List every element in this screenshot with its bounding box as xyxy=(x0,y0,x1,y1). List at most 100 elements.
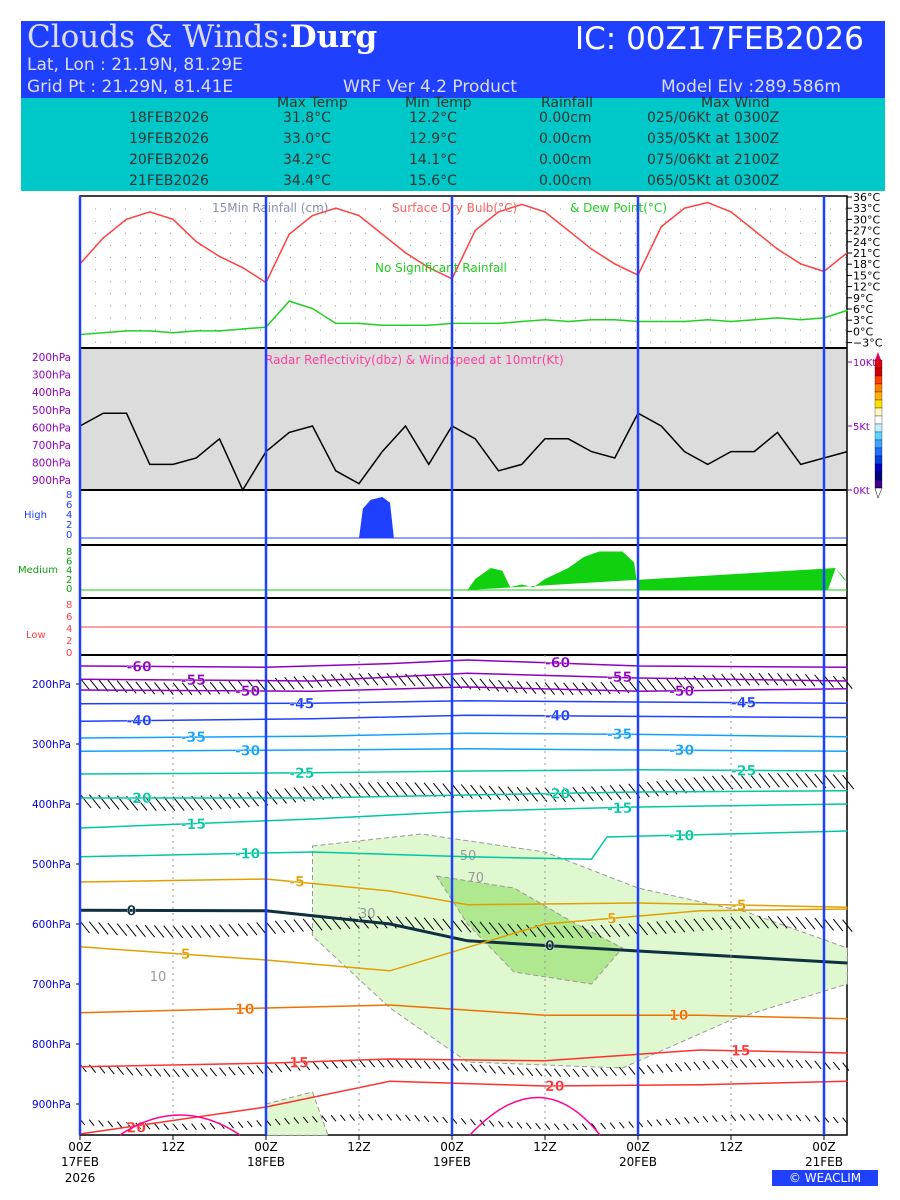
wind-barb xyxy=(842,919,853,933)
colorbar-swatch xyxy=(874,375,883,385)
wind-barb xyxy=(572,682,583,696)
wind-barb xyxy=(842,1117,848,1125)
dewpoint-point xyxy=(311,307,314,310)
wind-barb xyxy=(163,925,174,938)
wind-barb xyxy=(777,916,788,929)
wind-barb xyxy=(637,782,650,798)
row-value: 14.1°C xyxy=(409,152,457,168)
x-day-label: 19FEB xyxy=(433,1155,471,1169)
wind-barb xyxy=(702,1060,710,1070)
radar-left-label: 800hPa xyxy=(32,458,71,470)
wind-barb xyxy=(749,1113,755,1121)
drybulb-point xyxy=(730,211,732,213)
high-tick-label: 2 xyxy=(66,520,72,531)
row-value: 035/05Kt at 1300Z xyxy=(647,131,780,147)
row-value: 0.00cm xyxy=(539,131,592,147)
wind-barb xyxy=(563,787,576,802)
wind-barb xyxy=(200,1068,208,1077)
drybulb-point xyxy=(334,207,337,209)
isotherm-label: -5 xyxy=(731,898,747,914)
wind-barb xyxy=(163,1068,171,1077)
wind-barb xyxy=(739,1059,748,1068)
wind-barb xyxy=(805,1060,813,1069)
wind-barb xyxy=(88,921,100,935)
dewpoint-point xyxy=(730,320,732,323)
wind-barb xyxy=(619,1066,627,1076)
wind-barb xyxy=(535,1067,543,1077)
colorbar-swatch xyxy=(874,463,883,473)
high-label: High xyxy=(24,510,47,521)
wind-barb xyxy=(312,917,323,931)
wind-barb xyxy=(79,677,90,691)
col-max-temp: Max Temp xyxy=(277,95,348,111)
wind-barb xyxy=(219,924,230,938)
wind-barb xyxy=(237,1121,244,1128)
wind-barb xyxy=(116,923,128,937)
isotherm-label: -50 xyxy=(669,684,695,700)
isotherm-label: -40 xyxy=(127,714,153,730)
isotherm-line xyxy=(79,908,848,965)
wind-barb xyxy=(209,1067,217,1077)
dewpoint-point xyxy=(567,320,570,323)
wind-barb xyxy=(665,1118,672,1126)
isotherm-label: -15 xyxy=(181,817,206,833)
wind-barb xyxy=(405,1059,413,1069)
row-date: 20FEB2026 xyxy=(129,152,209,168)
wind-barb xyxy=(646,1064,655,1074)
isotherm-label: -55 xyxy=(607,670,632,686)
wind-barb xyxy=(451,919,462,932)
wind-barb xyxy=(367,1058,376,1068)
row-date: 18FEB2026 xyxy=(129,110,209,126)
wind-barb xyxy=(349,782,362,798)
colorbar-swatch xyxy=(874,447,883,457)
drybulb-point xyxy=(125,218,128,221)
medium-label: Medium xyxy=(18,565,58,576)
wind-barb xyxy=(572,925,583,939)
row-value: 12.9°C xyxy=(409,131,457,147)
wind-barb xyxy=(758,773,771,788)
wind-barb xyxy=(321,917,332,931)
radar-left-label: 700hPa xyxy=(32,440,71,452)
wind-barb xyxy=(172,796,185,811)
isotherm-label: -35 xyxy=(181,730,206,746)
wind-barb xyxy=(572,1068,580,1078)
isotherm-line xyxy=(79,1004,848,1020)
wind-barb xyxy=(88,678,100,692)
row-date: 19FEB2026 xyxy=(129,131,209,147)
wind-barb xyxy=(498,1120,504,1128)
wind-barb xyxy=(98,1120,104,1127)
wind-barb xyxy=(284,788,297,803)
wind-barb xyxy=(832,675,844,689)
wind-barb xyxy=(98,922,109,935)
wind-barb xyxy=(739,916,751,929)
wind-barb xyxy=(600,1067,608,1077)
row-value: 34.4°C xyxy=(283,173,331,189)
wind-barb xyxy=(609,1067,617,1076)
wind-barb xyxy=(777,772,790,788)
dewpoint-point xyxy=(148,330,151,332)
colorbar-bottom-arrow xyxy=(874,487,883,499)
temp-tick-label: 9°C xyxy=(853,292,873,305)
isotherm-line xyxy=(79,672,848,682)
dewpoint-point xyxy=(195,330,198,332)
wind-barb xyxy=(209,794,222,810)
wind-barb xyxy=(293,787,306,802)
wind-barb xyxy=(321,784,334,800)
wind-barb xyxy=(498,786,511,801)
high-tick-label: 0 xyxy=(66,530,72,541)
low-tick-label: 2 xyxy=(66,636,72,647)
title: Clouds & Winds:Durg xyxy=(27,19,377,55)
wind-barb xyxy=(247,679,258,693)
wind-barb xyxy=(237,792,250,808)
wind-barb xyxy=(749,1058,757,1068)
wind-barb xyxy=(786,916,797,929)
wind-barb xyxy=(665,1063,673,1073)
medium-tick-label: 6 xyxy=(66,556,72,567)
dewpoint-point xyxy=(544,318,546,321)
wind-barb xyxy=(665,920,676,934)
low-tick-label: 8 xyxy=(66,600,72,611)
wind-barb xyxy=(712,775,724,791)
dewpoint-point xyxy=(288,300,291,302)
drybulb-point xyxy=(195,240,198,243)
